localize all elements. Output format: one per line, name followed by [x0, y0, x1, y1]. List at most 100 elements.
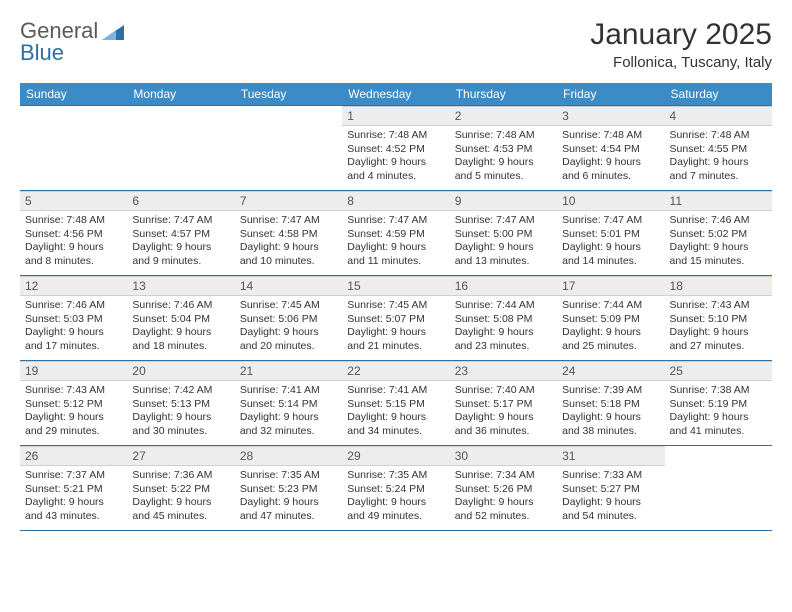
day-body: Sunrise: 7:40 AMSunset: 5:17 PMDaylight:…	[450, 381, 557, 445]
day-number: 8	[342, 191, 449, 211]
day-number: 25	[665, 361, 772, 381]
page-header: General January 2025 Follonica, Tuscany,…	[20, 18, 772, 71]
calendar-cell: 15Sunrise: 7:45 AMSunset: 5:07 PMDayligh…	[342, 276, 449, 361]
daylight-line: Daylight: 9 hours and 18 minutes.	[132, 326, 211, 352]
day-number: 21	[235, 361, 342, 381]
day-body: Sunrise: 7:35 AMSunset: 5:23 PMDaylight:…	[235, 466, 342, 530]
sunrise-line: Sunrise: 7:43 AM	[25, 384, 105, 396]
brand-triangle-icon	[102, 22, 124, 40]
calendar-cell: 10Sunrise: 7:47 AMSunset: 5:01 PMDayligh…	[557, 191, 664, 276]
day-number: 12	[20, 276, 127, 296]
daylight-line: Daylight: 9 hours and 15 minutes.	[670, 241, 749, 267]
day-body: Sunrise: 7:45 AMSunset: 5:06 PMDaylight:…	[235, 296, 342, 360]
calendar-cell: 13Sunrise: 7:46 AMSunset: 5:04 PMDayligh…	[127, 276, 234, 361]
day-body: Sunrise: 7:44 AMSunset: 5:09 PMDaylight:…	[557, 296, 664, 360]
day-number: 16	[450, 276, 557, 296]
daylight-line: Daylight: 9 hours and 17 minutes.	[25, 326, 104, 352]
calendar-body: 1Sunrise: 7:48 AMSunset: 4:52 PMDaylight…	[20, 106, 772, 531]
empty-day	[235, 106, 342, 124]
day-number: 11	[665, 191, 772, 211]
calendar-row: 26Sunrise: 7:37 AMSunset: 5:21 PMDayligh…	[20, 446, 772, 531]
empty-body	[20, 124, 127, 188]
daylight-line: Daylight: 9 hours and 7 minutes.	[670, 156, 749, 182]
sunset-line: Sunset: 5:17 PM	[455, 398, 533, 410]
calendar-cell: 20Sunrise: 7:42 AMSunset: 5:13 PMDayligh…	[127, 361, 234, 446]
day-body: Sunrise: 7:46 AMSunset: 5:04 PMDaylight:…	[127, 296, 234, 360]
day-number: 9	[450, 191, 557, 211]
day-number: 19	[20, 361, 127, 381]
day-number: 18	[665, 276, 772, 296]
sunrise-line: Sunrise: 7:47 AM	[455, 214, 535, 226]
calendar-cell: 24Sunrise: 7:39 AMSunset: 5:18 PMDayligh…	[557, 361, 664, 446]
sunrise-line: Sunrise: 7:48 AM	[670, 129, 750, 141]
empty-body	[235, 124, 342, 188]
sunrise-line: Sunrise: 7:48 AM	[347, 129, 427, 141]
sunset-line: Sunset: 5:12 PM	[25, 398, 103, 410]
sunrise-line: Sunrise: 7:46 AM	[25, 299, 105, 311]
sunrise-line: Sunrise: 7:48 AM	[455, 129, 535, 141]
day-body: Sunrise: 7:34 AMSunset: 5:26 PMDaylight:…	[450, 466, 557, 530]
daylight-line: Daylight: 9 hours and 6 minutes.	[562, 156, 641, 182]
calendar-cell: 1Sunrise: 7:48 AMSunset: 4:52 PMDaylight…	[342, 106, 449, 191]
daylight-line: Daylight: 9 hours and 10 minutes.	[240, 241, 319, 267]
calendar-cell: 4Sunrise: 7:48 AMSunset: 4:55 PMDaylight…	[665, 106, 772, 191]
sunset-line: Sunset: 5:01 PM	[562, 228, 640, 240]
daylight-line: Daylight: 9 hours and 49 minutes.	[347, 496, 426, 522]
day-body: Sunrise: 7:42 AMSunset: 5:13 PMDaylight:…	[127, 381, 234, 445]
day-body: Sunrise: 7:36 AMSunset: 5:22 PMDaylight:…	[127, 466, 234, 530]
day-number: 22	[342, 361, 449, 381]
calendar-cell: 22Sunrise: 7:41 AMSunset: 5:15 PMDayligh…	[342, 361, 449, 446]
day-body: Sunrise: 7:48 AMSunset: 4:56 PMDaylight:…	[20, 211, 127, 275]
sunrise-line: Sunrise: 7:35 AM	[240, 469, 320, 481]
sunrise-line: Sunrise: 7:45 AM	[347, 299, 427, 311]
day-number: 15	[342, 276, 449, 296]
sunrise-line: Sunrise: 7:44 AM	[562, 299, 642, 311]
weekday-header: Tuesday	[235, 83, 342, 106]
calendar-cell: 8Sunrise: 7:47 AMSunset: 4:59 PMDaylight…	[342, 191, 449, 276]
calendar-cell	[127, 106, 234, 191]
weekday-header: Sunday	[20, 83, 127, 106]
day-body: Sunrise: 7:43 AMSunset: 5:10 PMDaylight:…	[665, 296, 772, 360]
sunrise-line: Sunrise: 7:46 AM	[670, 214, 750, 226]
day-body: Sunrise: 7:48 AMSunset: 4:53 PMDaylight:…	[450, 126, 557, 190]
daylight-line: Daylight: 9 hours and 20 minutes.	[240, 326, 319, 352]
empty-body	[127, 124, 234, 188]
daylight-line: Daylight: 9 hours and 32 minutes.	[240, 411, 319, 437]
day-number: 7	[235, 191, 342, 211]
sunset-line: Sunset: 5:04 PM	[132, 313, 210, 325]
sunrise-line: Sunrise: 7:41 AM	[347, 384, 427, 396]
daylight-line: Daylight: 9 hours and 36 minutes.	[455, 411, 534, 437]
sunset-line: Sunset: 5:18 PM	[562, 398, 640, 410]
sunset-line: Sunset: 5:09 PM	[562, 313, 640, 325]
day-number: 24	[557, 361, 664, 381]
sunset-line: Sunset: 4:52 PM	[347, 143, 425, 155]
sunset-line: Sunset: 5:21 PM	[25, 483, 103, 495]
daylight-line: Daylight: 9 hours and 11 minutes.	[347, 241, 426, 267]
daylight-line: Daylight: 9 hours and 8 minutes.	[25, 241, 104, 267]
daylight-line: Daylight: 9 hours and 27 minutes.	[670, 326, 749, 352]
calendar-cell: 31Sunrise: 7:33 AMSunset: 5:27 PMDayligh…	[557, 446, 664, 531]
calendar-cell: 29Sunrise: 7:35 AMSunset: 5:24 PMDayligh…	[342, 446, 449, 531]
daylight-line: Daylight: 9 hours and 45 minutes.	[132, 496, 211, 522]
day-body: Sunrise: 7:46 AM Sunset: 5:03 PMDaylight:…	[20, 296, 127, 360]
calendar-row: 1Sunrise: 7:48 AMSunset: 4:52 PMDaylight…	[20, 106, 772, 191]
empty-body	[665, 464, 772, 528]
day-body: Sunrise: 7:48 AMSunset: 4:55 PMDaylight:…	[665, 126, 772, 190]
calendar-cell: 5Sunrise: 7:48 AMSunset: 4:56 PMDaylight…	[20, 191, 127, 276]
daylight-line: Daylight: 9 hours and 52 minutes.	[455, 496, 534, 522]
sunset-line: Sunset: 4:56 PM	[25, 228, 103, 240]
sunset-line: Sunset: 5:03 PM	[25, 313, 103, 325]
day-body: Sunrise: 7:44 AMSunset: 5:08 PMDaylight:…	[450, 296, 557, 360]
daylight-line: Daylight: 9 hours and 34 minutes.	[347, 411, 426, 437]
calendar-row: 5Sunrise: 7:48 AMSunset: 4:56 PMDaylight…	[20, 191, 772, 276]
calendar-cell: 12 Sunrise: 7:46 AM Sunset: 5:03 PMDayligh…	[20, 276, 127, 361]
sunrise-line: Sunrise: 7:47 AM	[240, 214, 320, 226]
sunrise-line: Sunrise: 7:34 AM	[455, 469, 535, 481]
sunrise-line: Sunrise: 7:39 AM	[562, 384, 642, 396]
sunset-line: Sunset: 5:27 PM	[562, 483, 640, 495]
sunset-line: Sunset: 5:19 PM	[670, 398, 748, 410]
daylight-line: Daylight: 9 hours and 14 minutes.	[562, 241, 641, 267]
sunset-line: Sunset: 5:13 PM	[132, 398, 210, 410]
calendar-cell: 2Sunrise: 7:48 AMSunset: 4:53 PMDaylight…	[450, 106, 557, 191]
daylight-line: Daylight: 9 hours and 41 minutes.	[670, 411, 749, 437]
